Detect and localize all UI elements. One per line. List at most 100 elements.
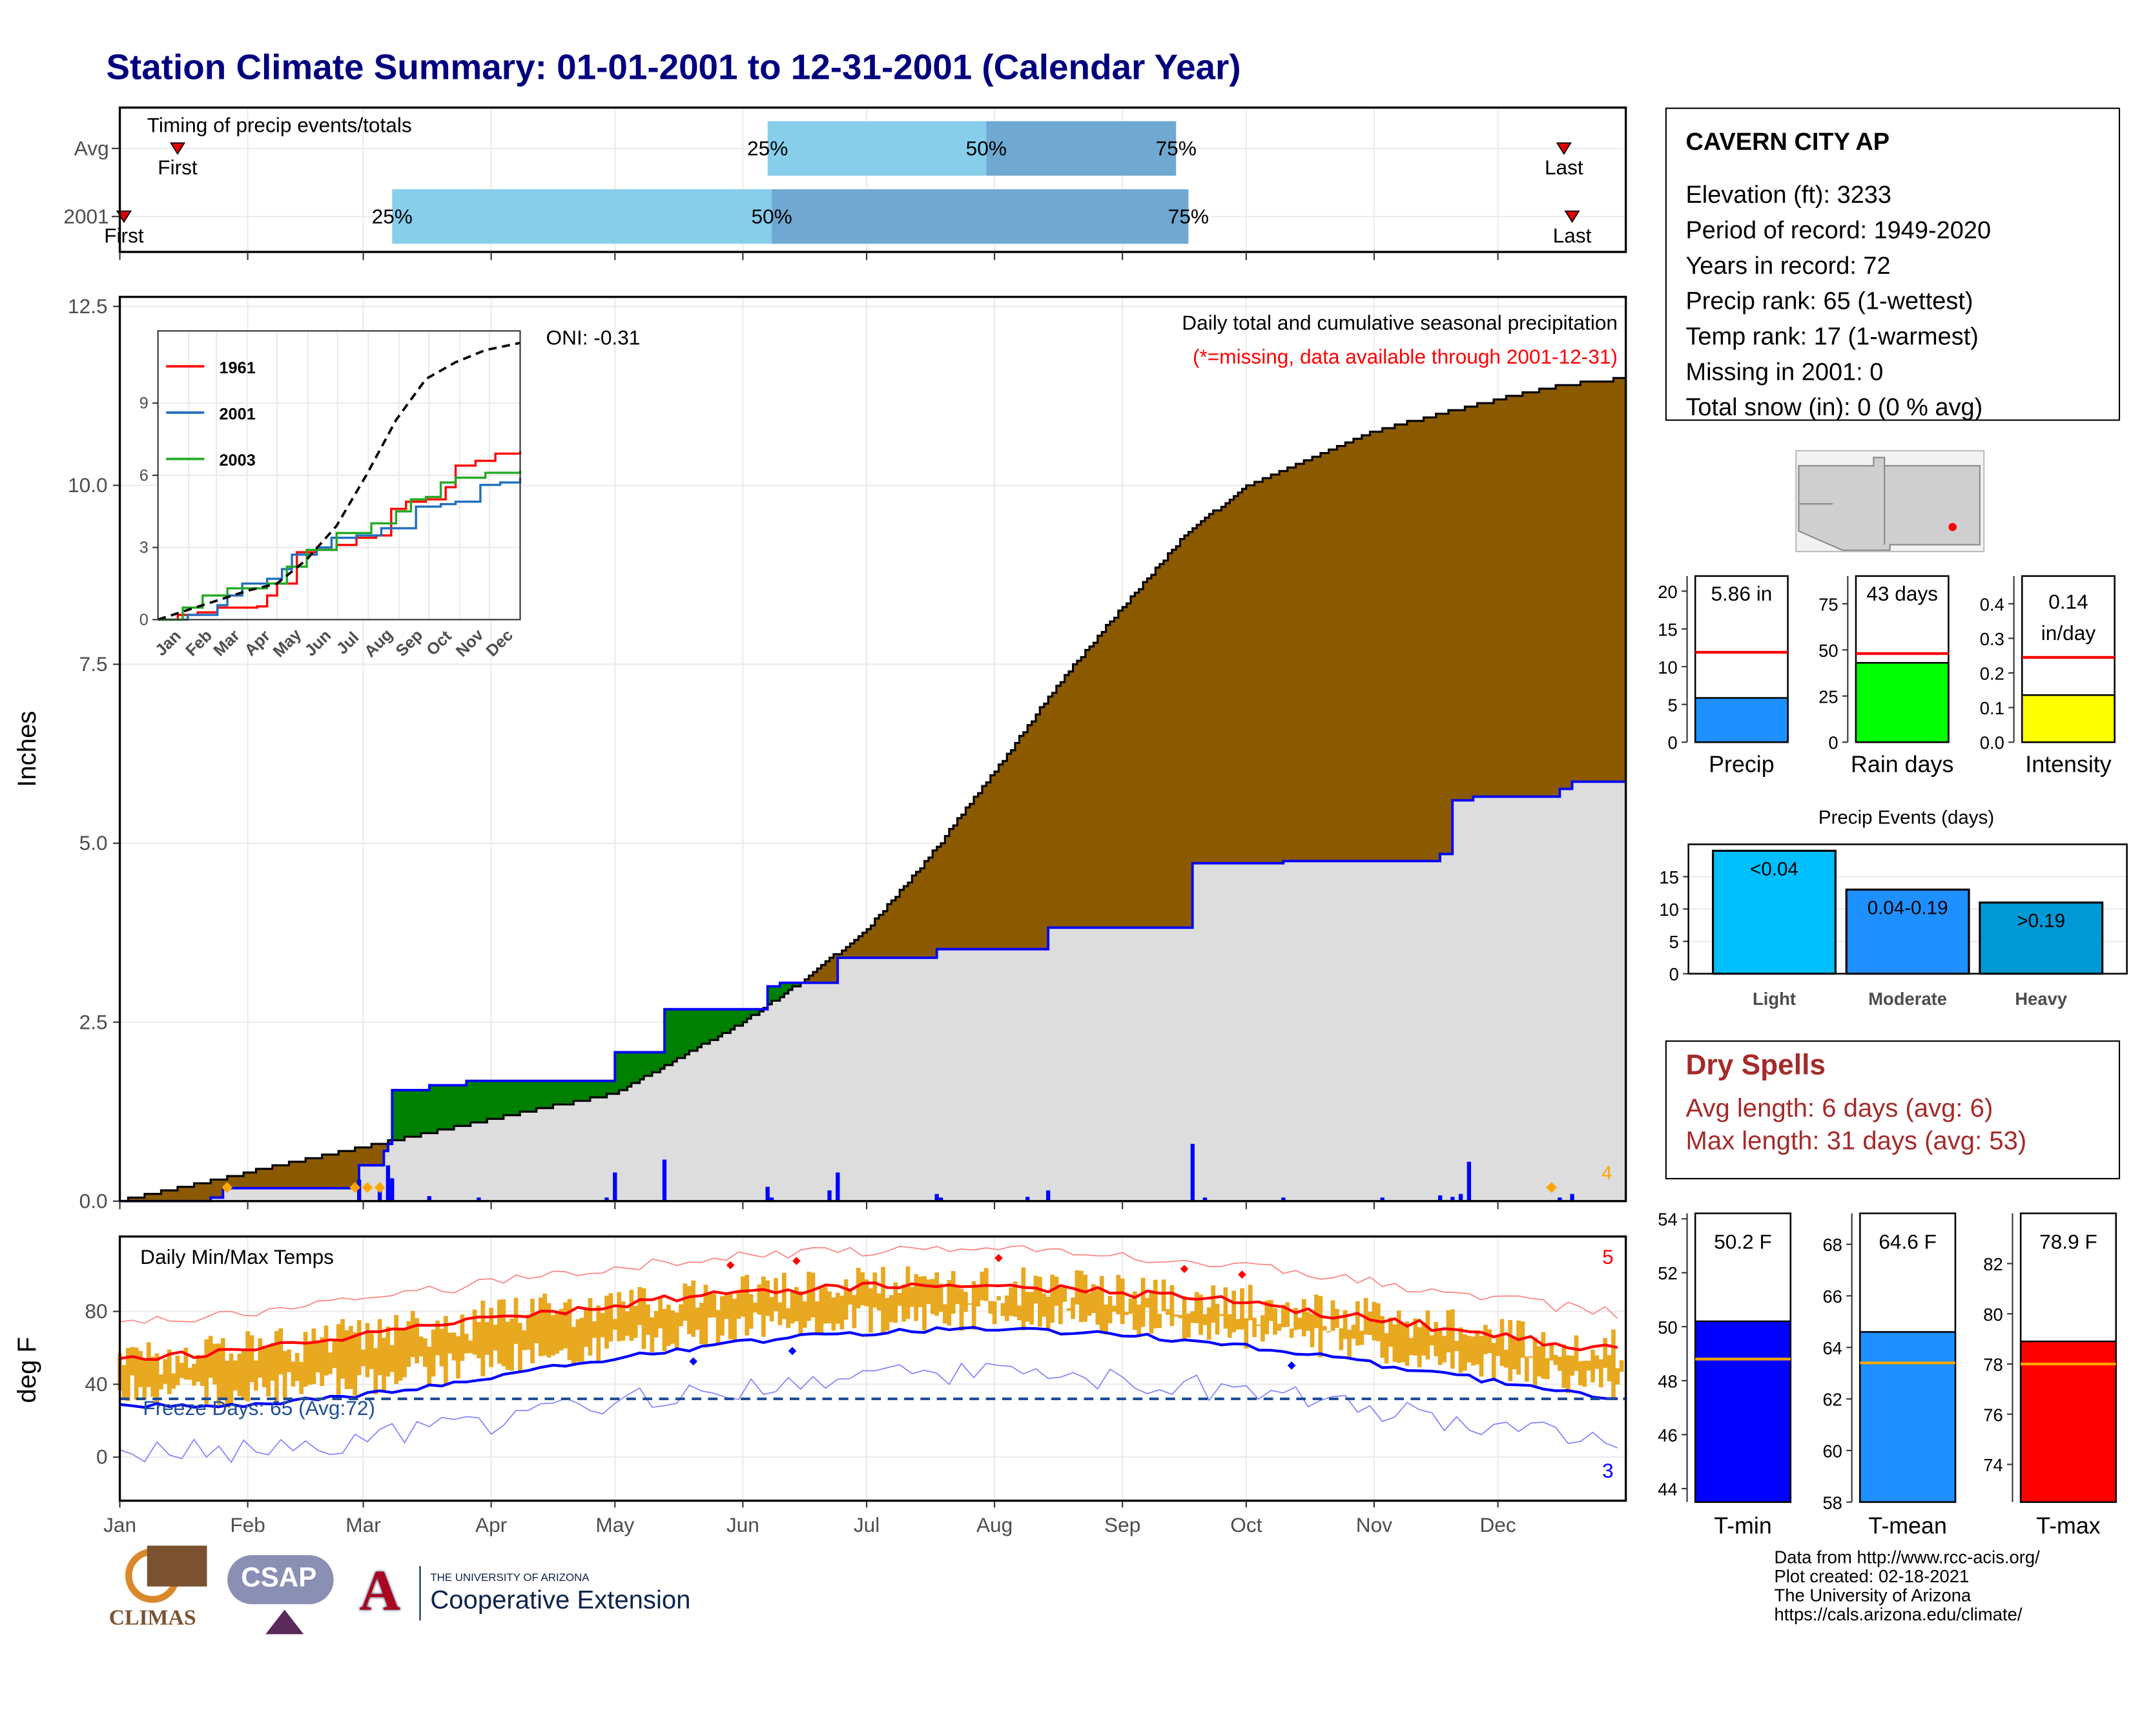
daily-temp-bar [963,1292,968,1312]
daily-temp-bar [670,1310,675,1344]
events-bar-moderate [1845,888,1970,975]
daily-temp-bar [1421,1322,1426,1356]
daily-temp-bar [715,1310,721,1345]
daily-temp-bar [394,1315,399,1384]
daily-temp-bar [130,1347,135,1376]
daily-temp-bar [596,1305,601,1362]
daily-temp-bar [1021,1267,1026,1330]
month-axis-label: Jun [726,1513,759,1536]
daily-temp-bar [1186,1313,1191,1338]
tmax-gauge-name: T-max [2036,1513,2101,1538]
daily-temp-bar [1413,1318,1418,1356]
daily-temp-bar [992,1301,997,1325]
daily-temp-bar [592,1321,597,1338]
daily-temp-bar [266,1347,271,1397]
daily-temp-bar [315,1340,320,1372]
timing-q50-q75-bar [986,121,1177,176]
daily-temp-bar [1591,1349,1595,1383]
timing-quartile-label: 75% [1168,205,1209,228]
daily-temp-bar [1437,1328,1443,1365]
daily-temp-bar [1215,1303,1220,1335]
daily-temp-bar [468,1340,473,1354]
daily-temp-bar [691,1280,696,1337]
timing-quartile-label: 50% [966,136,1007,160]
daily-temp-bar [938,1283,943,1312]
daily-temp-bar [1380,1316,1385,1358]
daily-temp-bar [1029,1292,1034,1325]
daily-temp-bar [163,1359,168,1384]
daily-temp-bar [1570,1356,1574,1376]
daily-temp-bar [646,1304,650,1335]
csap-logo: CSAP [225,1553,340,1641]
daily-temp-bar [988,1301,993,1314]
intensity-gauge-bar [2021,694,2116,743]
daily-temp-bar [1561,1345,1567,1388]
daily-temp-bar [769,1297,774,1322]
daily-temp-bar [1261,1315,1265,1342]
daily-temp-bar [270,1343,275,1381]
daily-temp-bar [1000,1303,1005,1316]
daily-temp-bar [1524,1356,1529,1382]
precip-gauge-tick-label: 10 [1658,657,1677,677]
daily-temp-bar [1343,1310,1348,1339]
daily-temp-bar [650,1317,655,1352]
daily-temp-bar [431,1329,436,1377]
daily-temp-bar [753,1302,757,1313]
daily-temp-bar [472,1309,477,1355]
daily-temp-bar [1508,1319,1513,1381]
events-bar-light [1712,849,1837,975]
daily-temp-bar [1417,1327,1422,1368]
daily-temp-bar [245,1331,251,1401]
tmax-gauge-tick-label: 82 [1983,1254,2002,1274]
daily-temp-bar [216,1343,221,1405]
daily-temp-bar [686,1286,692,1334]
ua-block-a-icon: A [359,1560,401,1624]
daily-temp-bar [823,1286,828,1324]
timing-quartile-label: 25% [747,136,788,160]
inset-series-line [158,451,522,621]
precip-gauge-tick-label: 20 [1658,582,1677,602]
precip-gauge-name: Precip [1709,752,1775,778]
daily-temp-bar [1458,1327,1463,1373]
csap-text: CSAP [241,1563,317,1594]
daily-temp-bar [885,1297,890,1331]
daily-temp-bar [633,1306,638,1338]
daily-temp-bar [1611,1329,1616,1398]
daily-temp-bar [1066,1308,1071,1311]
tmean-gauge-tick-label: 60 [1822,1442,1842,1462]
daily-temp-bar [1347,1329,1352,1358]
daily-temp-bar [876,1293,881,1311]
daily-temp-bar [1277,1323,1282,1331]
daily-temp-bar [274,1330,279,1403]
daily-precip-bar [1570,1194,1574,1201]
daily-temp-bar [336,1324,341,1395]
precip-gauges: 0 5 10 15 20 5.86 in Precip 0 25 50 75 43 days Rain … [1658,575,2116,778]
daily-temp-bar [959,1288,964,1331]
daily-temp-bar [1199,1294,1203,1335]
daily-temp-bar [777,1302,783,1325]
daily-temp-bar [1442,1336,1446,1363]
inset-y-tick-label: 6 [139,466,149,484]
record-low-count: 3 [1602,1459,1614,1482]
daily-temp-bar [654,1310,659,1338]
daily-temp-bar [187,1367,192,1380]
daily-temp-bar [183,1347,189,1380]
daily-temp-bar [1607,1355,1612,1381]
tmean-gauge-name: T-mean [1868,1513,1946,1538]
daily-temp-bar [814,1301,819,1336]
daily-temp-bar [864,1279,869,1307]
daily-temp-bar [712,1293,716,1318]
daily-temp-bar [1206,1307,1211,1340]
tmin-gauge-tick-label: 52 [1658,1263,1677,1283]
daily-temp-bar [1396,1310,1401,1363]
month-axis-label: Apr [475,1513,507,1536]
precip-y-tick-label: 5.0 [79,831,108,854]
daily-temp-bar [732,1299,737,1342]
daily-temp-bar [1409,1338,1414,1356]
daily-temp-bar [856,1267,861,1308]
daily-temp-bar [798,1290,803,1334]
precip-gauge-tick-label: 0 [1668,733,1678,753]
inset-legend-label: 2001 [219,405,255,423]
daily-temp-bar [1289,1328,1294,1338]
